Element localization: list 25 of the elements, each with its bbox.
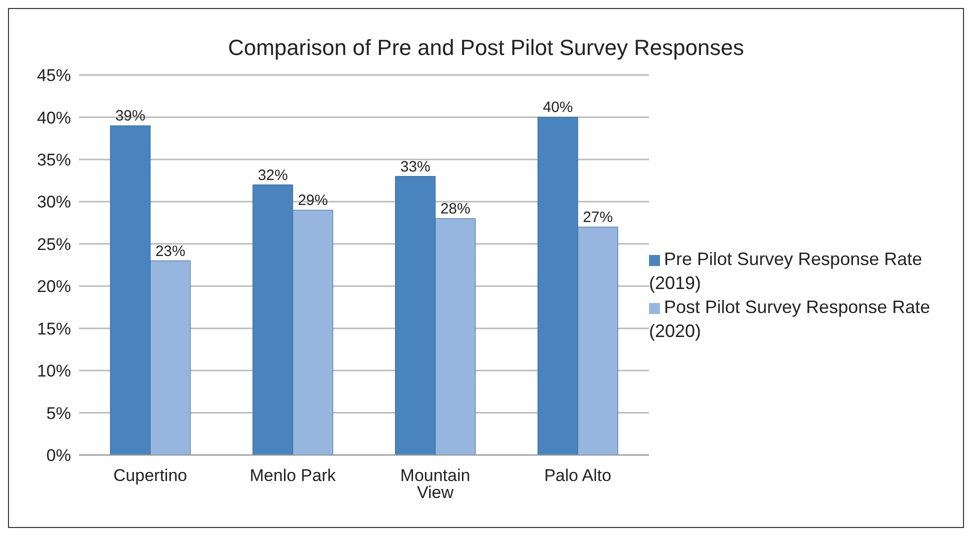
y-tick-label: 35% <box>36 150 71 170</box>
data-label: 27% <box>582 209 613 226</box>
y-tick-label: 5% <box>46 404 71 423</box>
y-tick-label: 0% <box>46 446 71 466</box>
x-tick-label: Cupertino <box>113 466 188 486</box>
data-label: 29% <box>298 192 328 210</box>
x-tick-label: Palo Alto <box>544 466 612 486</box>
legend-label: Pre Pilot Survey Response Rate (2019) <box>649 249 922 293</box>
y-tick-label: 45% <box>36 66 71 86</box>
y-tick-label: 20% <box>36 277 71 296</box>
y-tick-label: 30% <box>36 192 71 212</box>
data-label: 33% <box>400 158 430 176</box>
y-tick-label: 40% <box>36 108 71 128</box>
legend-label: Post Pilot Survey Response Rate (2020) <box>649 297 930 341</box>
data-label: 39% <box>115 108 146 125</box>
data-label: 40% <box>542 99 573 116</box>
data-label: 28% <box>440 200 470 218</box>
chart-title: Comparison of Pre and Post Pilot Survey Responses <box>226 34 746 62</box>
x-tick-label: Mountain View <box>400 466 470 502</box>
x-tick-label: Menlo Park <box>250 466 336 486</box>
y-tick-label: 25% <box>36 234 71 254</box>
data-label: 23% <box>155 242 186 260</box>
y-tick-label: 10% <box>36 362 71 381</box>
y-tick-label: 15% <box>36 319 71 338</box>
data-label: 32% <box>258 166 288 184</box>
